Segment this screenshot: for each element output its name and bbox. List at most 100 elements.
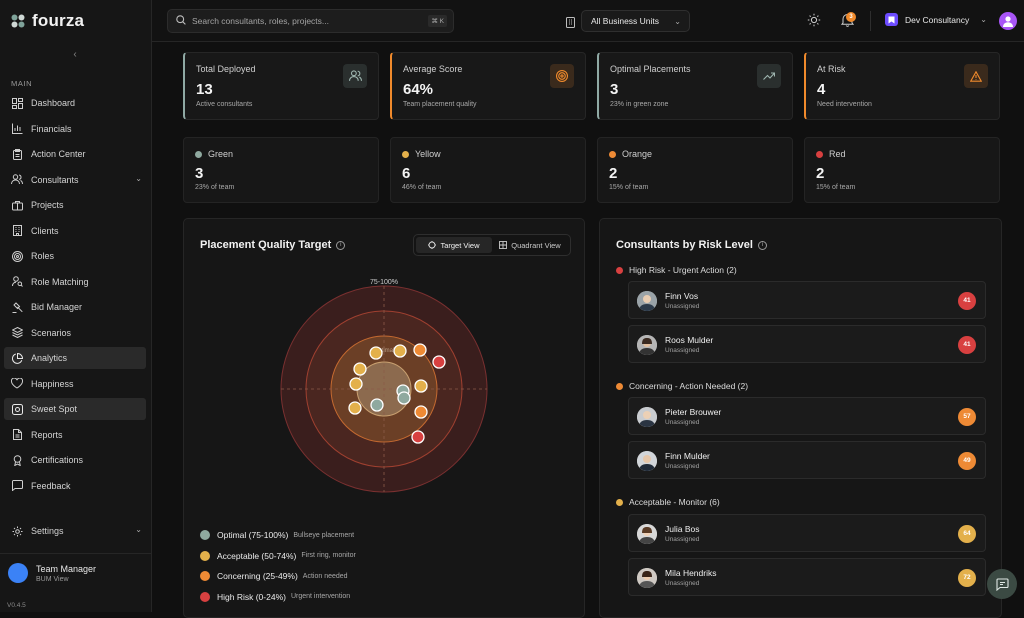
search-shortcut: ⌘ K [428, 15, 447, 27]
tab-quadrant-view[interactable]: Quadrant View [492, 237, 568, 253]
sidebar-item-bid-manager[interactable]: Bid Manager [4, 296, 146, 318]
status-dot [616, 382, 623, 390]
user-avatar[interactable] [999, 12, 1017, 30]
user-photo-icon [637, 451, 657, 471]
avatar [637, 451, 657, 471]
search-input[interactable] [192, 16, 422, 26]
sidebar-item-financials[interactable]: Financials [4, 118, 146, 140]
consultant-dot[interactable] [414, 405, 428, 419]
sidebar-item-label: Financials [31, 123, 72, 134]
ring-label-outer: 75-100% [370, 279, 398, 286]
sidebar-item-happiness[interactable]: Happiness [4, 373, 146, 395]
risk-group-concerning: Concerning - Action Needed (2) [616, 381, 748, 391]
consultant-dot[interactable] [414, 379, 428, 393]
chat-button[interactable] [987, 569, 1017, 599]
sidebar-item-sweet-spot[interactable]: Sweet Spot [4, 398, 146, 420]
user-photo-icon [637, 335, 657, 355]
sidebar-item-certifications[interactable]: Certifications [4, 449, 146, 471]
consultant-card[interactable]: Pieter Brouwer Unassigned 57 [628, 397, 986, 435]
target-chart: 75-100% Optimal [280, 279, 488, 493]
grid-icon [499, 241, 508, 249]
consultant-name: Finn Mulder [665, 451, 710, 461]
tab-target-view[interactable]: Target View [416, 237, 492, 253]
users-icon [343, 64, 367, 88]
legend-item-acceptable: Acceptable (50-74%) First ring, monitor [200, 546, 356, 567]
consultant-dot[interactable] [413, 343, 427, 357]
theme-toggle-sun-icon[interactable] [807, 13, 821, 32]
consultant-dot[interactable] [353, 362, 367, 376]
legend-label: High Risk (0-24%) [217, 591, 286, 602]
sidebar-item-settings[interactable]: Settings ⌄ [4, 520, 146, 542]
consultant-status: Unassigned [665, 536, 700, 543]
chart-legend: Optimal (75-100%) Bullseye placement Acce… [200, 525, 356, 607]
sidebar-item-label: Action Center [31, 149, 86, 159]
sidebar-item-projects[interactable]: Projects [4, 194, 146, 216]
alert-triangle-icon [964, 64, 988, 88]
sidebar-item-roles[interactable]: Roles [4, 245, 146, 267]
consultant-card[interactable]: Mila Hendriks Unassigned 72 [628, 558, 986, 596]
kpi-label: Average Score [403, 64, 463, 74]
user-role: BUM View [36, 575, 69, 583]
consultant-name: Roos Mulder [665, 335, 714, 345]
consultant-card[interactable]: Finn Vos Unassigned 41 [628, 281, 986, 319]
avatar [637, 407, 657, 427]
gavel-icon [11, 301, 23, 313]
sidebar-item-label: Consultants [31, 174, 79, 185]
sidebar-item-analytics[interactable]: Analytics [4, 347, 146, 369]
consultant-name: Julia Bos [665, 524, 700, 534]
consultant-dot[interactable] [370, 398, 384, 412]
message-square-icon [11, 480, 23, 492]
sidebar-item-label: Certifications [31, 455, 84, 465]
sidebar-item-consultants[interactable]: Consultants ⌄ [4, 169, 146, 191]
risk-group-high: High Risk - Urgent Action (2) [616, 265, 737, 275]
consultant-card[interactable]: Julia Bos Unassigned 64 [628, 514, 986, 552]
business-unit-select[interactable]: All Business Units ⌄ [581, 10, 690, 32]
score-badge: 41 [958, 336, 976, 354]
app-logo[interactable]: fourza [10, 11, 84, 31]
consultant-card[interactable]: Roos Mulder Unassigned 41 [628, 325, 986, 363]
user-profile[interactable]: Team Manager BUM View [8, 563, 96, 583]
consultant-dot[interactable] [432, 355, 446, 369]
tab-label: Quadrant View [511, 240, 561, 250]
sidebar-item-dashboard[interactable]: Dashboard [4, 92, 146, 114]
consultant-dot[interactable] [348, 401, 362, 415]
avatar [637, 335, 657, 355]
info-icon[interactable]: i [336, 240, 346, 250]
sidebar-item-role-matching[interactable]: Role Matching [4, 271, 146, 293]
business-unit-value: All Business Units [591, 16, 660, 26]
consultant-dot[interactable] [397, 391, 411, 405]
user-photo-icon [637, 568, 657, 588]
legend-label: Optimal (75-100%) [217, 530, 289, 541]
kpi-card-optimal-placements: Optimal Placements 3 23% in green zone [597, 52, 793, 120]
organization-switcher[interactable]: Dev Consultancy ⌄ [885, 13, 987, 26]
zone-label: Red [829, 149, 846, 159]
sidebar-item-feedback[interactable]: Feedback [4, 475, 146, 497]
legend-dot [200, 530, 210, 541]
sidebar-item-label: Roles [31, 251, 55, 261]
zone-share: 46% of team [402, 184, 442, 191]
sidebar-item-scenarios[interactable]: Scenarios [4, 322, 146, 344]
status-dot [816, 150, 823, 158]
legend-item-concerning: Concerning (25-49%) Action needed [200, 566, 356, 587]
info-icon[interactable]: i [757, 240, 767, 250]
consultant-dot[interactable] [393, 344, 407, 358]
legend-note: First ring, monitor [301, 552, 356, 560]
chevron-down-icon: ⌄ [980, 15, 987, 24]
collapse-sidebar-button[interactable]: ‹ [67, 49, 83, 61]
kpi-value: 3 [610, 81, 619, 98]
crosshair-icon [11, 403, 23, 415]
legend-label: Concerning (25-49%) [217, 571, 298, 582]
legend-item-high-risk: High Risk (0-24%) Urgent intervention [200, 587, 356, 608]
zone-share: 15% of team [609, 184, 649, 191]
consultant-dot[interactable] [349, 377, 363, 391]
consultant-dot[interactable] [369, 346, 383, 360]
zone-count: 3 [195, 165, 204, 182]
avatar [637, 568, 657, 588]
search-box[interactable]: ⌘ K [167, 9, 454, 33]
sidebar-item-action-center[interactable]: Action Center [4, 143, 146, 165]
sidebar-item-reports[interactable]: Reports [4, 424, 146, 446]
consultant-dot[interactable] [411, 430, 425, 444]
zone-card-red: Red 2 15% of team [804, 137, 1000, 203]
sidebar-item-clients[interactable]: Clients [4, 220, 146, 242]
consultant-card[interactable]: Finn Mulder Unassigned 49 [628, 441, 986, 479]
